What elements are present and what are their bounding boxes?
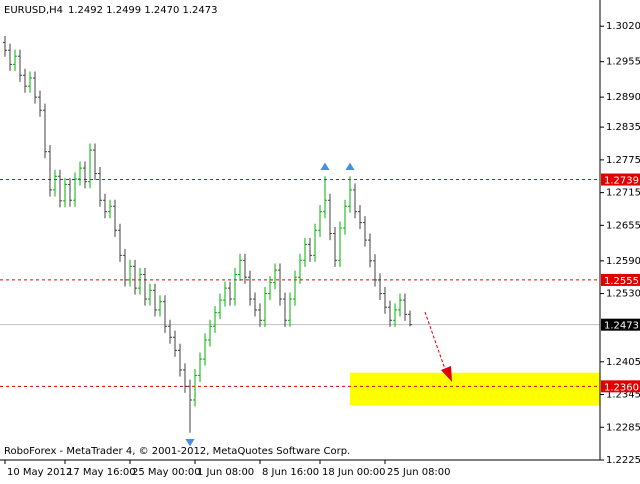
level-label: 1.2739: [604, 176, 639, 187]
level-label: 1.2473: [604, 321, 639, 332]
fractal-down: [184, 438, 196, 448]
ohlc-label: 1.2492 1.2499 1.2470 1.2473: [68, 5, 218, 16]
y-tick-label: 1.2715: [606, 188, 640, 199]
x-tick-label: 10 May 2012: [7, 467, 72, 478]
fractal-up: [319, 161, 331, 171]
x-tick-label: 17 May 16:00: [67, 467, 136, 478]
level-label: 1.2555: [604, 276, 639, 287]
y-tick-label: 1.2655: [606, 220, 640, 231]
level-label-box: [601, 273, 640, 286]
level-label: 1.2360: [604, 382, 639, 393]
y-tick-label: 1.2405: [606, 357, 640, 368]
level-label-box: [601, 318, 640, 331]
symbol: EURUSD,H4: [4, 5, 63, 16]
x-tick-label: 8 Jun 16:00: [262, 467, 319, 478]
x-tick-label: 25 May 00:00: [132, 467, 201, 478]
x-tick-label: 1 Jun 08:00: [197, 467, 254, 478]
forecast-arrowhead: [441, 366, 452, 382]
forecast-arrow: [424, 311, 447, 373]
y-tick-label: 1.2835: [606, 122, 640, 133]
fractal-up: [344, 161, 356, 171]
level-label-box: [601, 380, 640, 393]
y-tick-label: 1.2775: [606, 155, 640, 166]
y-tick-label: 1.2955: [606, 57, 640, 68]
y-tick-label: 1.2890: [606, 92, 640, 103]
x-tick-label: 25 Jun 08:00: [387, 467, 451, 478]
y-tick-label: 1.2345: [606, 390, 640, 401]
target-zone: [350, 372, 600, 406]
level-label-box: [601, 173, 640, 186]
footer: RoboForex - MetaTrader 4, © 2001-2012, M…: [4, 446, 350, 457]
plot-area: [0, 36, 600, 448]
y-tick-label: 1.2590: [606, 256, 640, 267]
x-tick-label: 18 Jun 00:00: [322, 467, 386, 478]
y-tick-label: 1.3020: [606, 21, 640, 32]
y-tick-label: 1.2285: [606, 422, 640, 433]
y-tick-label: 1.2530: [606, 289, 640, 300]
y-tick-label: 1.2225: [606, 455, 640, 466]
